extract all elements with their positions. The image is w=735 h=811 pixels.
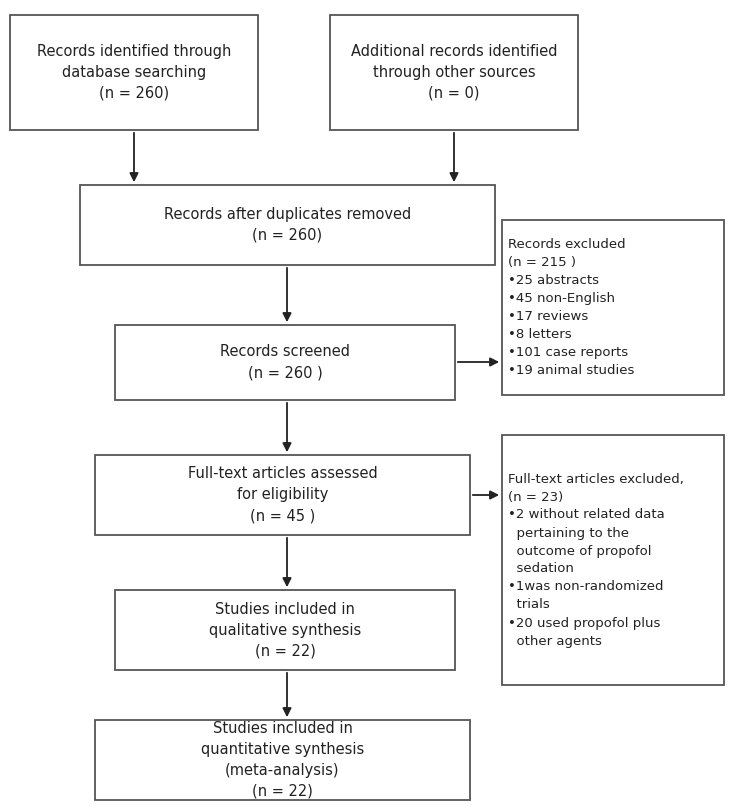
Bar <box>330 15 578 130</box>
Text: Studies included in
quantitative synthesis
(meta-analysis)
(n = 22): Studies included in quantitative synthes… <box>201 721 364 799</box>
Bar <box>95 720 470 800</box>
Bar <box>502 435 724 685</box>
Text: Records excluded
(n = 215 )
•25 abstracts
•45 non-English
•17 reviews
•8 letters: Records excluded (n = 215 ) •25 abstract… <box>508 238 634 377</box>
Text: Full-text articles excluded,
(n = 23)
•2 without related data
  pertaining to th: Full-text articles excluded, (n = 23) •2… <box>508 473 684 647</box>
Bar <box>80 185 495 265</box>
Text: Records identified through
database searching
(n = 260): Records identified through database sear… <box>37 44 232 101</box>
Text: Studies included in
qualitative synthesis
(n = 22): Studies included in qualitative synthesi… <box>209 602 361 659</box>
Bar <box>502 220 724 395</box>
Text: Additional records identified
through other sources
(n = 0): Additional records identified through ot… <box>351 44 557 101</box>
Bar <box>10 15 258 130</box>
Text: Records screened
(n = 260 ): Records screened (n = 260 ) <box>220 345 350 380</box>
Text: Records after duplicates removed
(n = 260): Records after duplicates removed (n = 26… <box>164 207 411 243</box>
Bar <box>115 590 455 670</box>
Bar <box>115 325 455 400</box>
Bar <box>95 455 470 535</box>
Text: Full-text articles assessed
for eligibility
(n = 45 ): Full-text articles assessed for eligibil… <box>187 466 377 523</box>
